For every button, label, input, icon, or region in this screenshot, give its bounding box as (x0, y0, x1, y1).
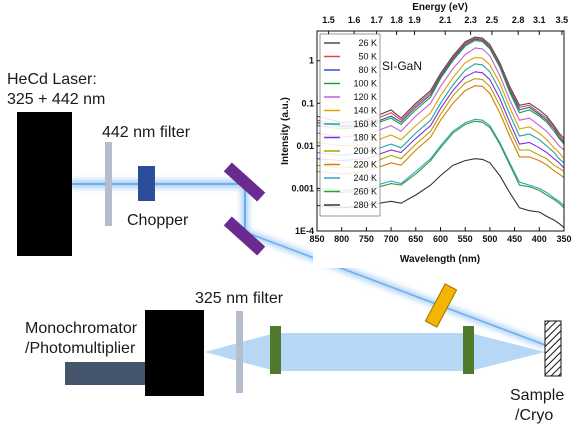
y-tick-label: 0.001 (291, 183, 314, 193)
chopper (138, 166, 155, 201)
y-tick-label: 1 (309, 56, 314, 66)
y-tick-label: 1E-4 (295, 226, 314, 236)
series-line (316, 85, 565, 179)
x-tick-label: 550 (458, 234, 473, 244)
y-tick-label: 0.1 (301, 98, 314, 108)
x2-tick-label: 2.1 (439, 15, 452, 25)
sample-cryo (544, 320, 562, 377)
legend-label: 26 K (358, 38, 377, 48)
series-line (316, 71, 565, 169)
legend-label: 50 K (358, 52, 377, 62)
x-tick-label: 400 (532, 234, 547, 244)
legend-label: 280 K (353, 200, 377, 210)
pl-spectra-chart: 850 800 750 700 650 600 550 500 450 400 350 1.5 1.6 1… (280, 2, 572, 268)
laser-label-line2: 325 + 442 nm (7, 91, 105, 108)
top-axis-label: Energy (eV) (412, 2, 468, 13)
x-tick-label: 800 (334, 234, 349, 244)
325nm-filter (236, 311, 243, 393)
x2-tick-label: 3.1 (533, 15, 546, 25)
x-tick-label: 450 (507, 234, 522, 244)
sample-label-line2: /Cryo (515, 407, 553, 424)
x-tick-label: 700 (384, 234, 399, 244)
legend-label: 140 K (353, 106, 377, 116)
laser-beam (70, 180, 547, 348)
x-tick-label: 500 (482, 234, 497, 244)
series-line (316, 47, 565, 151)
x2-tick-label: 1.8 (390, 15, 403, 25)
series-line (316, 39, 565, 145)
x-tick-label: 350 (556, 234, 571, 244)
monochromator-label-line1: Monochromator (25, 320, 138, 337)
series-line (316, 78, 565, 172)
x2-tick-label: 2.5 (486, 15, 499, 25)
prism (424, 283, 458, 328)
series-line (316, 118, 565, 206)
x2-tick-label: 2.3 (464, 15, 477, 25)
detector-tube (65, 362, 160, 385)
legend-label: 240 K (353, 173, 377, 183)
sample-label-line1: Sample (510, 387, 564, 404)
y-axis-label: Intensity (a.u.) (280, 97, 291, 165)
series-line (316, 37, 565, 142)
legend-label: 100 K (353, 79, 377, 89)
y-tick-label: 0.01 (296, 141, 314, 151)
325nm-filter-label: 325 nm filter (195, 290, 284, 307)
x-tick-label: 850 (309, 234, 324, 244)
chart-ticks: 850 800 750 700 650 600 550 500 450 400 350 1.5 1.6 1… (291, 15, 571, 244)
chart-legend: 26 K 50 K 80 K 100 K 120 K 140 K 160 K 180 K 200… (324, 38, 377, 210)
legend-label: 160 K (353, 119, 377, 129)
442nm-filter (105, 142, 112, 226)
series-line (316, 63, 565, 164)
lens-1 (270, 326, 281, 374)
x2-tick-label: 1.6 (348, 15, 361, 25)
series-line (316, 120, 565, 209)
legend-label: 120 K (353, 92, 377, 102)
legend-box (319, 33, 381, 217)
chopper-label: Chopper (127, 212, 189, 229)
series-line (316, 36, 565, 139)
x-axis-label: Wavelength (nm) (400, 254, 480, 265)
legend-label: 260 K (353, 187, 377, 197)
series-line (316, 38, 565, 143)
x2-tick-label: 1.9 (408, 15, 421, 25)
hecd-laser-box (17, 112, 72, 256)
mirror-2 (223, 216, 266, 256)
legend-label: 220 K (353, 160, 377, 170)
legend-label: 180 K (353, 133, 377, 143)
mirror-1 (223, 162, 266, 202)
lens-2 (463, 326, 474, 374)
x-tick-label: 650 (408, 234, 423, 244)
series-line (316, 158, 565, 229)
x-tick-label: 600 (433, 234, 448, 244)
x2-tick-label: 3.5 (556, 15, 569, 25)
x2-tick-label: 1.5 (322, 15, 335, 25)
legend-label: 80 K (358, 65, 377, 75)
monochromator-box (145, 310, 204, 396)
monochromator-label-line2: /Photomultiplier (25, 340, 136, 357)
442nm-filter-label: 442 nm filter (102, 124, 191, 141)
legend-label: 200 K (353, 146, 377, 156)
chart-series (316, 36, 565, 229)
series-line (316, 56, 565, 160)
sample-annotation: SI-GaN (382, 59, 422, 73)
collection-beam-cone (205, 333, 545, 371)
x2-tick-label: 1.7 (370, 15, 383, 25)
x-tick-label: 750 (359, 234, 374, 244)
laser-label-line1: HeCd Laser: (7, 71, 97, 88)
x2-tick-label: 2.8 (512, 15, 525, 25)
